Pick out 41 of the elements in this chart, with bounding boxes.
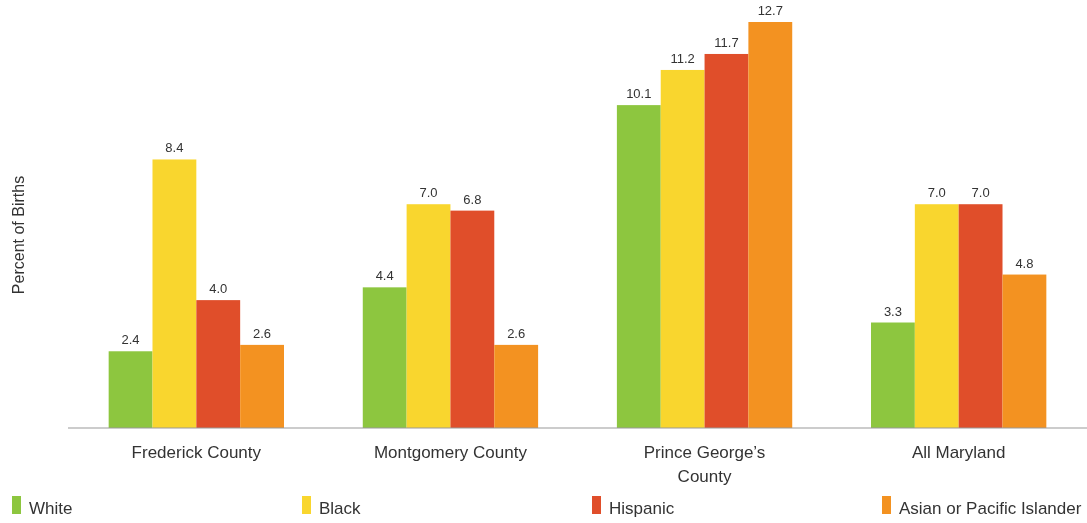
bar xyxy=(108,351,153,428)
data-label: 12.7 xyxy=(757,3,783,18)
data-label: 4.8 xyxy=(1015,255,1034,271)
x-tick-label: All Maryland xyxy=(911,443,1006,462)
bar xyxy=(240,344,284,428)
data-label: 2.6 xyxy=(253,325,272,341)
data-label: 2.4 xyxy=(121,332,140,348)
data-label: 7.0 xyxy=(419,185,438,201)
bar xyxy=(362,287,407,428)
data-label: 3.3 xyxy=(883,303,902,319)
y-axis-title: Percent of Births xyxy=(10,175,27,295)
bar xyxy=(704,53,749,428)
data-label: 11.2 xyxy=(670,50,695,66)
legend-label: White xyxy=(29,499,73,518)
bar xyxy=(914,204,959,428)
data-label: 2.6 xyxy=(507,325,526,341)
legend-label: Asian or Pacific Islander xyxy=(899,499,1082,518)
x-tick-label: Montgomery County xyxy=(373,443,528,462)
data-label: 6.8 xyxy=(463,191,482,207)
data-label: 4.0 xyxy=(209,281,228,297)
bar xyxy=(958,204,1003,428)
bar xyxy=(871,322,915,428)
bar xyxy=(616,105,661,428)
bar xyxy=(196,300,241,428)
bar xyxy=(748,22,793,428)
x-tick-label: Frederick County xyxy=(131,443,262,462)
bar xyxy=(660,69,705,428)
legend-label: Black xyxy=(319,499,362,518)
bar xyxy=(152,159,197,428)
data-label: 7.0 xyxy=(927,185,946,201)
x-tick-label: Prince George’s County xyxy=(643,443,766,486)
data-label: 7.0 xyxy=(971,185,990,201)
bar xyxy=(1002,274,1047,428)
data-label: 8.4 xyxy=(165,140,184,156)
legend-label: Hispanic xyxy=(609,499,675,518)
bar xyxy=(450,210,495,428)
data-label: 4.4 xyxy=(375,268,394,284)
data-label: 11.7 xyxy=(714,34,739,50)
bar xyxy=(406,204,451,428)
data-label: 10.1 xyxy=(626,86,652,102)
bar xyxy=(494,344,539,428)
